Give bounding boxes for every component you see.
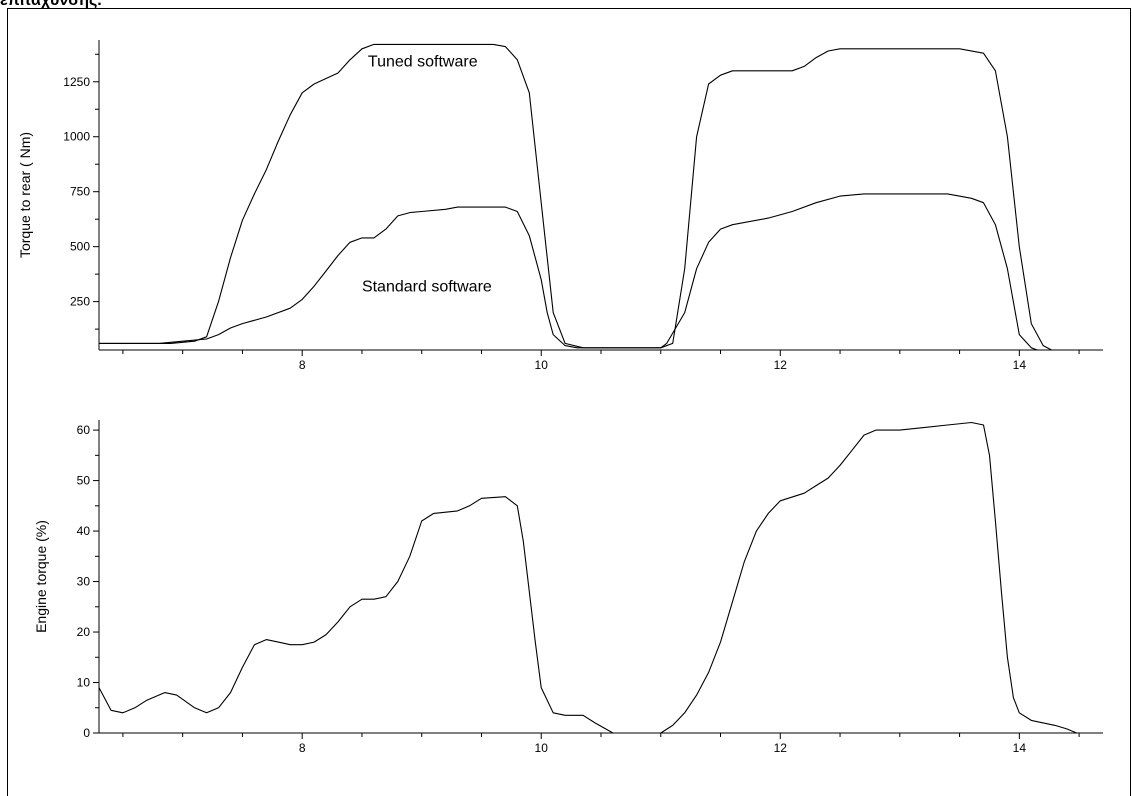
- chart-panel-1: 8 10 12 14 250 500 750 1000 1250 Torque to rear (…: [17, 40, 1103, 372]
- standard-software-line: [99, 193, 1038, 351]
- y-tick-label: 750: [70, 185, 90, 199]
- page-heading: επιτάχυνσης.: [0, 0, 102, 9]
- figure-frame: [7, 8, 1131, 796]
- standard-software-label: Standard software: [362, 279, 492, 296]
- x-tick-label: 12: [774, 741, 788, 755]
- chart-panel-2: 8 10 12 14 0 10 20 30 40 50 60 Engine torque (%): [33, 420, 1103, 755]
- y-tick-label: 250: [70, 295, 90, 309]
- x-tick-label: 14: [1013, 741, 1027, 755]
- y-tick-label: 60: [77, 423, 91, 437]
- y-tick-label: 1250: [63, 75, 90, 89]
- tuned-software-line: [99, 43, 1052, 351]
- y-axis-label: Engine torque (%): [33, 520, 49, 633]
- y-tick-label: 40: [77, 524, 91, 538]
- x-tick-label: 14: [1013, 358, 1027, 372]
- x-tick-label: 12: [774, 358, 788, 372]
- y-tick-label: 50: [77, 474, 91, 488]
- y-tick-label: 20: [77, 625, 91, 639]
- x-tick-label: 8: [299, 741, 306, 755]
- x-tick-label: 10: [535, 358, 549, 372]
- x-tick-label: 10: [535, 741, 549, 755]
- y-tick-label: 30: [77, 575, 91, 589]
- series-2-line: [660, 421, 1077, 734]
- y-tick-label: 500: [70, 240, 90, 254]
- series-1-line: [98, 496, 616, 734]
- tuned-software-label: Tuned software: [368, 53, 478, 70]
- y-tick-label: 1000: [63, 130, 90, 144]
- y-tick-label: 0: [83, 726, 90, 740]
- y-axis-label: Torque to rear ( Nm): [17, 132, 33, 258]
- y-tick-label: 10: [77, 676, 91, 690]
- x-tick-label: 8: [299, 358, 306, 372]
